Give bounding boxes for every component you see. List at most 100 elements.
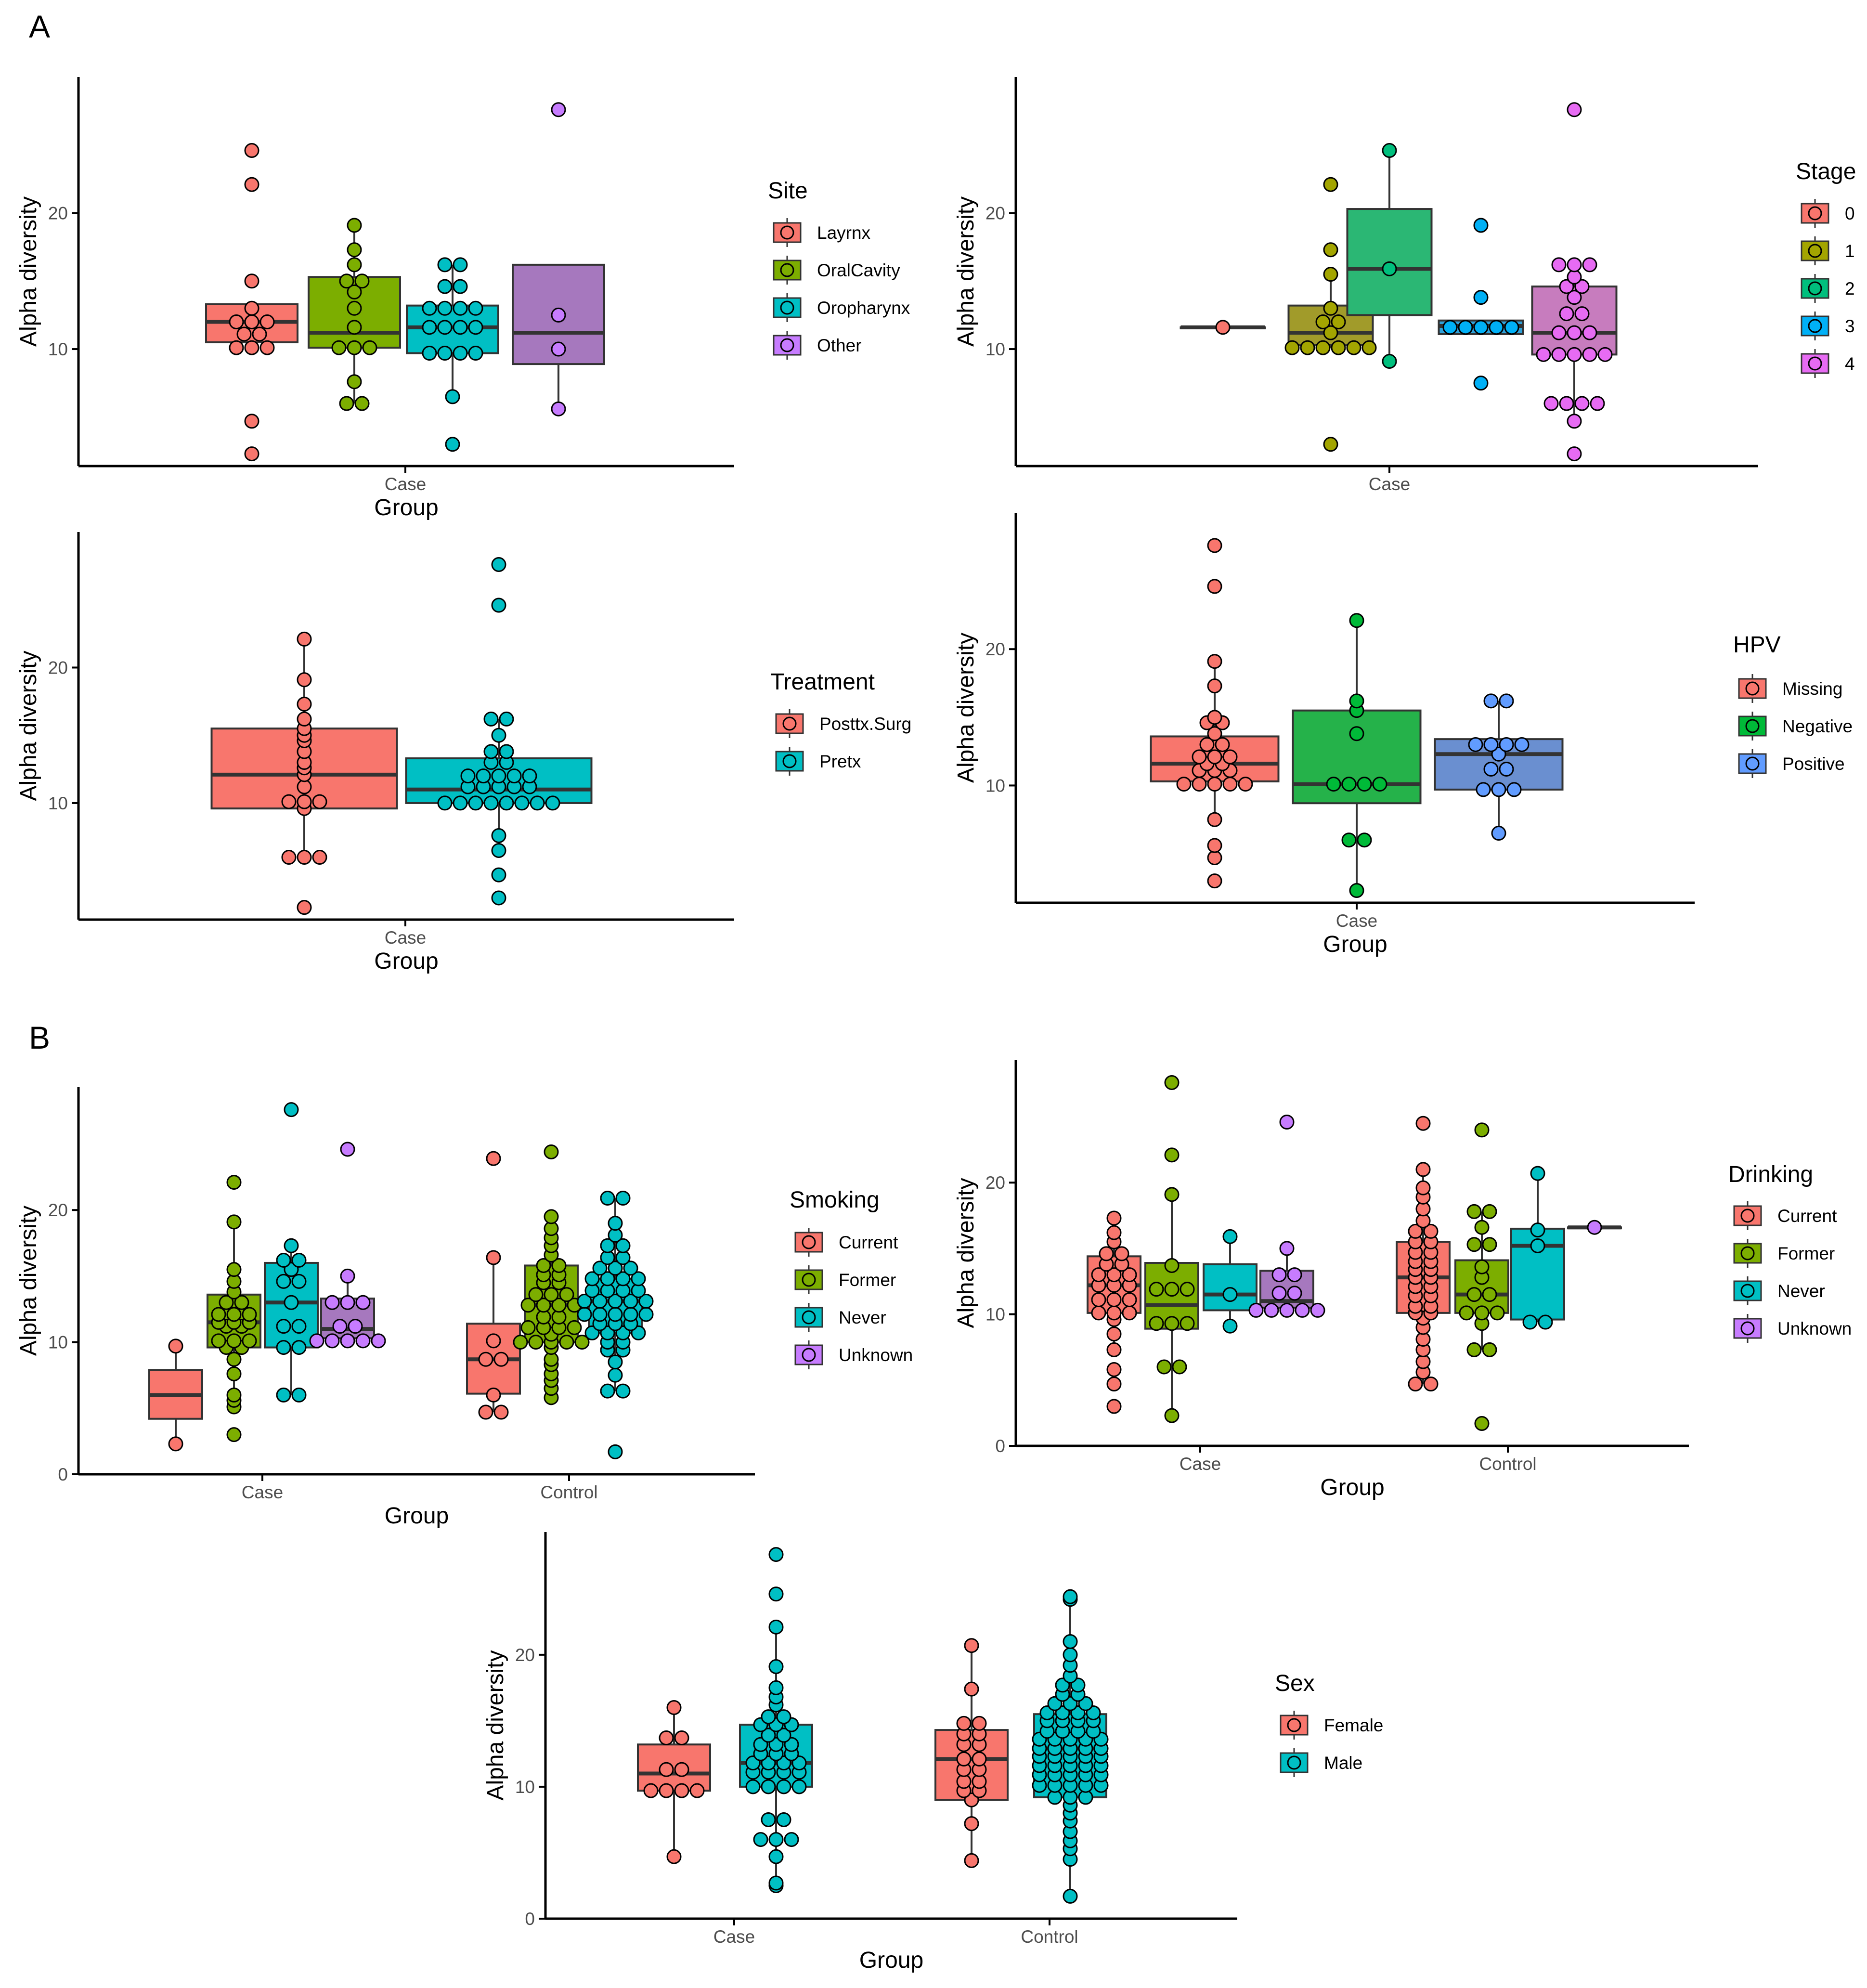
- box: [406, 304, 499, 354]
- data-point: [1357, 832, 1372, 848]
- data-point: [244, 414, 259, 429]
- data-point: [1164, 1258, 1180, 1273]
- data-point: [592, 1260, 608, 1276]
- data-point: [608, 1444, 623, 1459]
- data-point: [1372, 777, 1387, 792]
- data-point: [371, 1333, 386, 1349]
- data-point: [615, 1271, 631, 1286]
- data-point: [1582, 347, 1597, 362]
- data-point: [964, 1681, 979, 1697]
- data-point: [1483, 761, 1499, 777]
- data-point: [506, 768, 522, 784]
- legend-title: Stage: [1796, 159, 1856, 184]
- data-point: [1207, 749, 1222, 765]
- data-point: [567, 1320, 582, 1335]
- legend-key-dot: [780, 300, 794, 315]
- x-tick-label: Case: [242, 1482, 283, 1502]
- y-tick-label: 20: [48, 658, 68, 677]
- data-point: [347, 340, 362, 355]
- data-point: [491, 557, 506, 572]
- data-point: [1063, 1589, 1078, 1604]
- series-former-control: [513, 1144, 590, 1405]
- data-point: [972, 1751, 987, 1767]
- series-4-case: [1531, 102, 1618, 462]
- data-point: [244, 340, 259, 355]
- data-point: [1590, 396, 1605, 411]
- data-point: [491, 768, 506, 784]
- data-point: [1323, 177, 1338, 192]
- panel-label-a: A: [29, 9, 50, 44]
- data-point: [551, 341, 566, 357]
- series-former-case: [207, 1175, 261, 1442]
- data-point: [347, 284, 362, 299]
- y-tick-label: 0: [525, 1909, 535, 1929]
- series-oralcavity-case: [308, 218, 401, 411]
- legend-key-dot: [1740, 1321, 1755, 1336]
- data-point: [1530, 1222, 1545, 1238]
- data-point: [347, 300, 362, 316]
- legend: Treatment Posttx.Surg Pretx: [770, 669, 911, 776]
- data-point: [297, 631, 312, 647]
- data-point: [615, 1383, 631, 1399]
- data-point: [340, 1333, 355, 1349]
- data-point: [324, 1333, 340, 1349]
- data-point: [453, 279, 468, 294]
- data-point: [1199, 737, 1215, 752]
- data-point: [528, 1335, 544, 1350]
- legend-key-dot: [1740, 1284, 1755, 1298]
- y-axis-title: Alpha diversity: [483, 1650, 508, 1800]
- data-point: [468, 795, 483, 811]
- data-point: [211, 1333, 226, 1349]
- x-tick-label: Control: [540, 1482, 597, 1502]
- data-point: [1559, 306, 1574, 322]
- data-point: [784, 1832, 799, 1847]
- legend-entry-label: Unknown: [839, 1345, 913, 1365]
- data-point: [1522, 1314, 1538, 1330]
- data-point: [168, 1436, 183, 1452]
- data-point: [551, 401, 566, 416]
- data-point: [1207, 710, 1222, 725]
- box: [1510, 1227, 1565, 1321]
- y-axis-title: Alpha diversity: [16, 1206, 41, 1356]
- data-point: [1382, 261, 1397, 276]
- y-tick-label: 20: [985, 204, 1005, 223]
- x-tick-label: Case: [385, 474, 426, 494]
- data-point: [761, 1728, 776, 1743]
- data-point: [244, 446, 259, 462]
- data-point: [453, 320, 468, 335]
- data-point: [1323, 325, 1338, 340]
- data-point: [1295, 1302, 1310, 1318]
- data-point: [623, 1307, 638, 1322]
- data-point: [476, 768, 491, 784]
- data-point: [689, 1783, 705, 1798]
- y-tick-label: 10: [48, 1333, 68, 1352]
- legend-key-dot: [802, 1235, 816, 1249]
- y-tick-label: 10: [985, 339, 1005, 359]
- data-point: [281, 794, 297, 809]
- series-0-case: [1180, 320, 1266, 335]
- data-point: [460, 768, 476, 784]
- data-point: [753, 1832, 768, 1847]
- data-point: [1323, 267, 1338, 282]
- data-point: [1323, 300, 1338, 316]
- data-point: [1361, 340, 1377, 355]
- data-point: [600, 1271, 615, 1286]
- series-missing-case: [1150, 538, 1280, 889]
- data-point: [1207, 726, 1222, 741]
- data-point: [1207, 812, 1222, 827]
- data-point: [478, 1351, 493, 1367]
- data-point: [577, 1294, 592, 1309]
- legend-entry-label: Male: [1324, 1753, 1362, 1773]
- data-point: [491, 843, 506, 858]
- data-point: [1341, 832, 1357, 848]
- y-tick-label: 20: [48, 204, 68, 223]
- data-point: [1271, 1267, 1287, 1283]
- legend-key-dot: [1808, 244, 1822, 258]
- chart-5: 0 10 20 Alpha diversity Case Control Group Smok…: [16, 1087, 913, 1529]
- data-point: [331, 340, 347, 355]
- data-point: [1222, 777, 1238, 792]
- series-current-case: [1087, 1210, 1141, 1414]
- data-point: [340, 1142, 355, 1157]
- data-point: [592, 1307, 608, 1322]
- data-point: [1207, 850, 1222, 866]
